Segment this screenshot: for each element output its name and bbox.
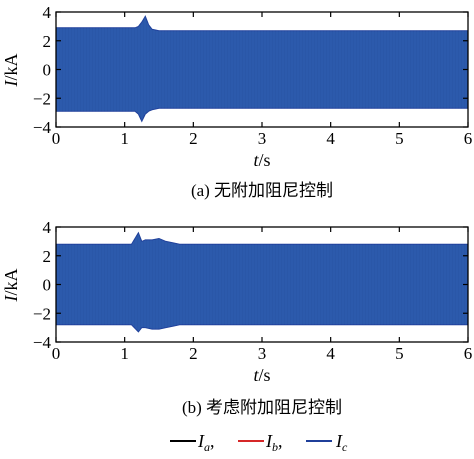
legend-item-ib: Ib, <box>238 431 283 454</box>
y-tick-label: 2 <box>43 247 52 266</box>
x-tick-label: 0 <box>52 344 61 363</box>
legend-item-ic: Ic <box>306 431 348 454</box>
x-tick-label: 1 <box>120 344 129 363</box>
panel-b-y-axis-label: I/kA <box>1 268 21 302</box>
panel-b-caption: (b) 考虑附加阻尼控制 <box>182 398 342 417</box>
panel-a-oscillation-texture <box>57 16 467 121</box>
x-tick-label: 5 <box>395 129 404 148</box>
y-tick-label: 0 <box>43 276 52 295</box>
x-tick-label: 0 <box>52 129 61 148</box>
panel-a: 0 1 2 3 4 5 6 4 2 0 −2 −4 I/kA t/s (a) 无附加阻尼控制 <box>1 3 472 200</box>
legend: Ia, Ib, Ic <box>170 431 348 454</box>
legend-item-ia: Ia, <box>170 431 215 454</box>
panel-b-x-axis-label: t/s <box>253 365 270 385</box>
y-tick-label: 4 <box>43 218 52 237</box>
panel-a-data <box>55 15 469 123</box>
x-tick-label: 4 <box>326 129 335 148</box>
y-tick-label: −2 <box>33 89 51 108</box>
x-tick-label: 3 <box>258 129 267 148</box>
x-tick-label: 3 <box>258 344 267 363</box>
panel-a-y-axis-label: I/kA <box>1 53 21 87</box>
y-tick-label: 0 <box>43 61 52 80</box>
panel-b-data <box>55 231 469 333</box>
panel-a-ticks <box>55 11 469 128</box>
x-tick-label: 4 <box>326 344 335 363</box>
y-tick-label: −4 <box>33 333 52 352</box>
x-tick-label: 6 <box>464 344 473 363</box>
y-tick-label: 2 <box>43 32 52 51</box>
panel-b-oscillation-texture <box>57 234 467 332</box>
panel-a-x-tick-labels: 0 1 2 3 4 5 6 <box>52 129 473 148</box>
x-tick-label: 2 <box>189 129 198 148</box>
y-tick-label: 4 <box>43 3 52 22</box>
legend-label-ia: Ia, <box>197 431 215 454</box>
x-tick-label: 5 <box>395 344 404 363</box>
x-tick-label: 6 <box>464 129 473 148</box>
panel-b-ticks <box>55 226 469 343</box>
panel-a-x-axis-label: t/s <box>253 150 270 170</box>
panel-b-x-tick-labels: 0 1 2 3 4 5 6 <box>52 344 473 363</box>
y-tick-label: −4 <box>33 118 52 137</box>
panel-b-y-tick-labels: 4 2 0 −2 −4 <box>33 218 52 352</box>
y-tick-label: −2 <box>33 304 51 323</box>
panel-b: 0 1 2 3 4 5 6 4 2 0 −2 −4 I/kA t/s (b) 考虑附加阻尼控制 <box>1 218 472 417</box>
panel-a-caption: (a) 无附加阻尼控制 <box>191 181 333 200</box>
x-tick-label: 1 <box>120 129 129 148</box>
panel-a-y-tick-labels: 4 2 0 −2 −4 <box>33 3 52 137</box>
legend-label-ib: Ib, <box>265 431 283 454</box>
legend-label-ic: Ic <box>335 431 348 454</box>
x-tick-label: 2 <box>189 344 198 363</box>
